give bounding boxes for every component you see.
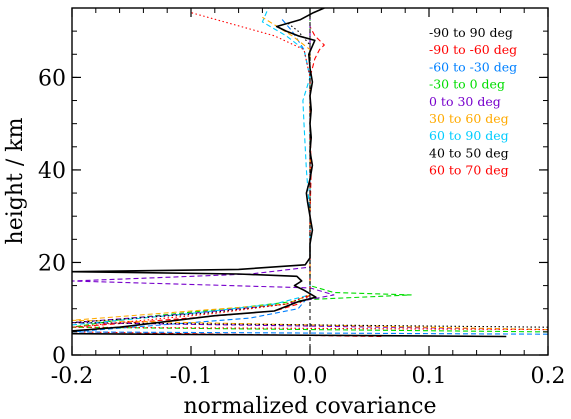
legend-entry-3: -30 to 0 deg	[429, 77, 505, 92]
legend-entry-0: -90 to 90 deg	[429, 25, 513, 40]
y-tick-label: 20	[38, 251, 66, 276]
legend: -90 to 90 deg -90 to -60 deg -60 to -30 de…	[429, 25, 517, 178]
x-tick-label: 0.2	[531, 364, 566, 389]
x-axis-title: normalized covariance	[184, 394, 437, 419]
y-tick-label: 0	[52, 344, 66, 369]
y-tick-label: 40	[38, 159, 66, 184]
legend-entry-4: 0 to 30 deg	[429, 94, 501, 109]
series-line-1	[72, 26, 382, 338]
x-tick-label: 0.0	[293, 364, 328, 389]
x-tick-label: 0.1	[412, 364, 447, 389]
series-line-6	[72, 8, 311, 326]
series-line-0	[72, 8, 507, 338]
series-line-4	[72, 8, 548, 331]
legend-entry-1: -90 to -60 deg	[429, 42, 517, 57]
x-tick-label: -0.1	[170, 364, 212, 389]
legend-entry-2: -60 to -30 deg	[429, 59, 517, 74]
legend-entry-8: 60 to 70 deg	[429, 163, 509, 178]
legend-entry-6: 60 to 90 deg	[429, 128, 509, 143]
series-line-3	[72, 8, 548, 333]
legend-entry-5: 30 to 60 deg	[429, 111, 509, 126]
legend-entry-7: 40 to 50 deg	[429, 145, 509, 160]
y-tick-label: 60	[38, 66, 66, 91]
x-tick-label: -0.2	[51, 364, 93, 389]
y-axis-title: height / km	[3, 117, 28, 244]
tick-layer: -0.2 -0.1 0.0 0.1 0.2 0 20 40 60	[38, 7, 566, 389]
